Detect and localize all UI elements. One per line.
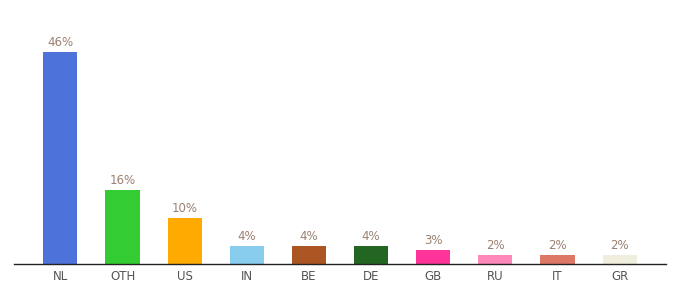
Text: 4%: 4% <box>237 230 256 243</box>
Bar <box>416 250 450 264</box>
Text: 46%: 46% <box>48 36 73 49</box>
Bar <box>602 255 636 264</box>
Bar <box>167 218 202 264</box>
Bar <box>354 245 388 264</box>
Text: 10%: 10% <box>171 202 198 215</box>
Text: 2%: 2% <box>548 239 567 252</box>
Bar <box>230 245 264 264</box>
Text: 3%: 3% <box>424 234 443 248</box>
Bar <box>478 255 513 264</box>
Text: 2%: 2% <box>486 239 505 252</box>
Bar <box>44 52 78 264</box>
Text: 4%: 4% <box>362 230 380 243</box>
Text: 4%: 4% <box>300 230 318 243</box>
Bar <box>292 245 326 264</box>
Text: 2%: 2% <box>611 239 629 252</box>
Text: 16%: 16% <box>109 174 135 188</box>
Bar <box>105 190 139 264</box>
Bar <box>541 255 575 264</box>
